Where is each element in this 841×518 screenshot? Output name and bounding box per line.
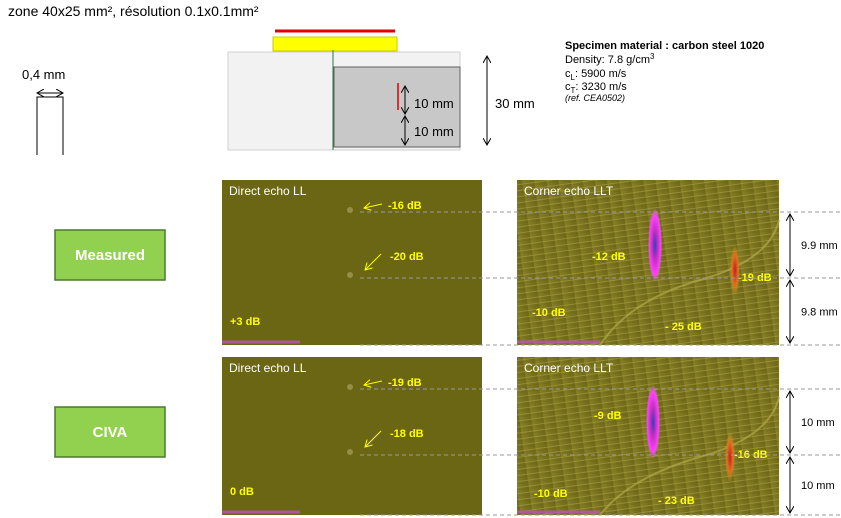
- tip-echo: [648, 208, 662, 282]
- probe-width: 0,4 mm: [22, 67, 65, 82]
- wedge: [273, 37, 397, 51]
- echo-spot: [347, 272, 353, 278]
- dimension-label: 9.9 mm: [801, 240, 838, 252]
- rows: Measured Direct echo LL -16 dB -20 dB +3 dB C…: [55, 180, 841, 515]
- dimension-label: 10 mm: [414, 124, 454, 139]
- row-label: Measured: [75, 247, 145, 264]
- panel-title: Corner echo LLT: [524, 361, 614, 375]
- echo-level: -9 dB: [594, 410, 622, 422]
- gain: 0 dB: [230, 486, 254, 498]
- density-sup: 3: [650, 52, 655, 61]
- echo-spot: [347, 384, 353, 390]
- echo-level: -16 dB: [388, 200, 422, 212]
- echo-level: -18 dB: [390, 428, 424, 440]
- echo-level: -20 dB: [390, 251, 424, 263]
- echo-level: -10 dB: [534, 488, 568, 500]
- density-text: Density: 7.8 g/cm: [565, 54, 650, 66]
- direct-image: [222, 357, 482, 515]
- tip-echo: [646, 385, 660, 459]
- dimension-label: 30 mm: [495, 96, 535, 111]
- row-label: CIVA: [93, 424, 128, 441]
- gain: +3 dB: [230, 316, 260, 328]
- density: Density: 7.8 g/cm3: [565, 52, 655, 66]
- echo-level: - 25 dB: [665, 321, 702, 333]
- reference: (ref. CEA0502): [565, 93, 625, 103]
- dimension-label: 10 mm: [414, 96, 454, 111]
- dimension-label: 10 mm: [801, 480, 835, 492]
- panel-title: Direct echo LL: [229, 361, 307, 375]
- echo-level: -12 dB: [592, 251, 626, 263]
- echo-spot: [347, 207, 353, 213]
- echo-spot: [347, 449, 353, 455]
- dimension-label: 9.8 mm: [801, 307, 838, 319]
- ct-value: : 3230 m/s: [575, 81, 627, 93]
- material-title: Specimen material : carbon steel 1020: [565, 40, 764, 52]
- dimension-label: 10 mm: [801, 417, 835, 429]
- panel-title: Direct echo LL: [229, 184, 307, 198]
- title: zone 40x25 mm², résolution 0.1x0.1mm²: [8, 3, 259, 19]
- longitudinal-velocity: cL: 5900 m/s: [565, 68, 627, 82]
- probe: [37, 97, 63, 155]
- echo-level: -10 dB: [532, 307, 566, 319]
- cl-value: : 5900 m/s: [575, 68, 627, 80]
- direct-image: [222, 180, 482, 345]
- echo-level: - 23 dB: [658, 495, 695, 507]
- panel-title: Corner echo LLT: [524, 184, 614, 198]
- echo-level: -19 dB: [388, 377, 422, 389]
- slide: zone 40x25 mm², résolution 0.1x0.1mm² 0,…: [0, 0, 841, 518]
- backwall-echo: [730, 245, 740, 295]
